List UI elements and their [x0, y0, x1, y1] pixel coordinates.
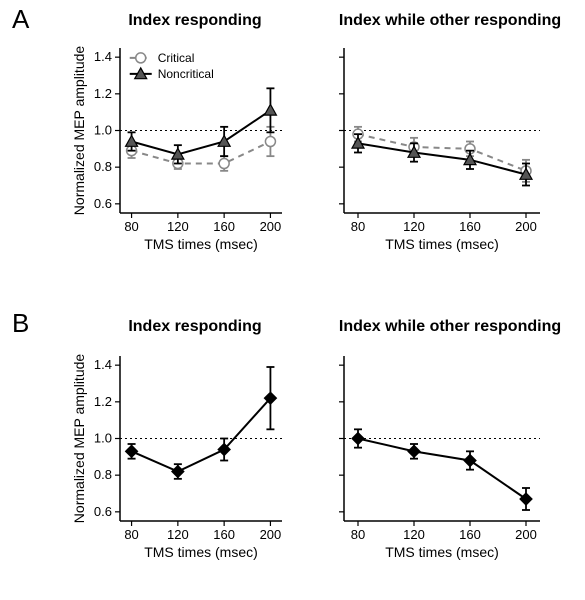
x-tick-label: 80: [351, 527, 365, 542]
x-tick-label: 80: [124, 527, 138, 542]
plot-b-right: 80 120 160 200 TMS times (msec): [330, 348, 548, 563]
y-tick-label: 0.6: [94, 504, 112, 519]
x-tick-label: 200: [260, 219, 282, 234]
y-tick-label: 1.0: [94, 123, 112, 138]
y-tick-label: 0.6: [94, 196, 112, 211]
x-tick-label: 200: [260, 527, 282, 542]
series-line-noncritical: [358, 143, 526, 174]
y-tick-label: 0.8: [94, 159, 112, 174]
y-tick-label: 0.8: [94, 467, 112, 482]
x-axis-title: TMS times (msec): [144, 236, 258, 252]
x-tick-label: 120: [167, 219, 189, 234]
x-axis-title: TMS times (msec): [144, 544, 258, 560]
x-tick-label: 160: [213, 219, 235, 234]
x-tick-label: 160: [459, 219, 481, 234]
y-tick-label: 1.4: [94, 49, 112, 64]
panel-letter-a: A: [12, 4, 29, 35]
figure-root: A B Index responding Index while other r…: [0, 0, 585, 600]
x-tick-label: 120: [403, 219, 425, 234]
plot-a-left: 0.6 0.8 1.0 1.2 1.4 80 120 160 200 Normalized MEP…: [72, 40, 290, 255]
x-axis-title: TMS times (msec): [385, 236, 499, 252]
title-a-right: Index while other responding: [320, 12, 580, 30]
panel-letter-b: B: [12, 308, 29, 339]
x-tick-label: 160: [213, 527, 235, 542]
y-axis-title: Normalized MEP amplitude: [72, 46, 87, 216]
y-tick-label: 1.0: [94, 431, 112, 446]
series-line-critical: [132, 142, 271, 164]
x-tick-label: 80: [351, 219, 365, 234]
legend-label-noncritical: Noncritical: [158, 67, 214, 81]
x-tick-label: 160: [459, 527, 481, 542]
x-tick-label: 120: [167, 527, 189, 542]
x-tick-label: 120: [403, 527, 425, 542]
title-b-right: Index while other responding: [320, 318, 580, 336]
x-tick-label: 200: [515, 527, 537, 542]
y-axis-title: Normalized MEP amplitude: [72, 354, 87, 524]
x-tick-label: 80: [124, 219, 138, 234]
legend-label-critical: Critical: [158, 51, 195, 65]
title-b-left: Index responding: [90, 318, 300, 336]
series-line-single: [358, 439, 526, 500]
y-tick-label: 1.4: [94, 357, 112, 372]
title-a-left: Index responding: [90, 12, 300, 30]
y-tick-label: 1.2: [94, 394, 112, 409]
plot-b-left: 0.6 0.8 1.0 1.2 1.4 80 120 160 200 Normalized MEP…: [72, 348, 290, 563]
x-tick-label: 200: [515, 219, 537, 234]
y-tick-label: 1.2: [94, 86, 112, 101]
series-line-single: [132, 398, 271, 471]
series-line-noncritical: [132, 110, 271, 154]
plot-a-right: 80 120 160 200 TMS times (msec): [330, 40, 548, 255]
series-line-critical: [358, 134, 526, 171]
x-axis-title: TMS times (msec): [385, 544, 499, 560]
